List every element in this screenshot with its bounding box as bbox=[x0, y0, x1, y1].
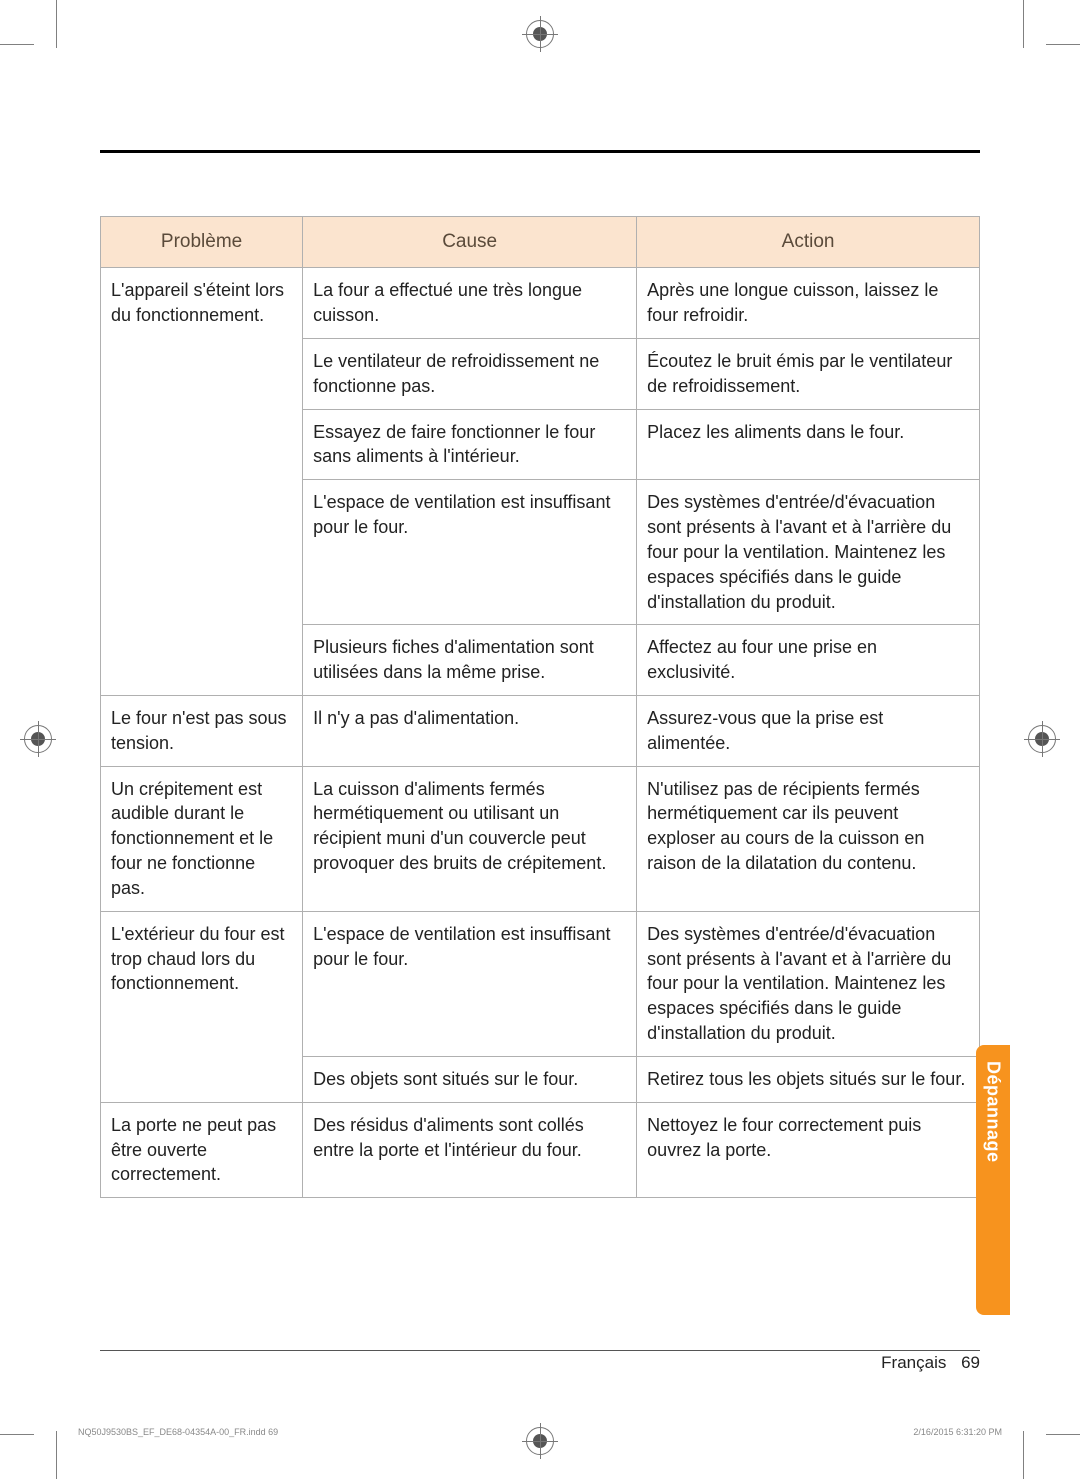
action-cell: Affectez au four une prise en exclusivit… bbox=[637, 625, 980, 696]
action-cell: Retirez tous les objets situés sur le fo… bbox=[637, 1056, 980, 1102]
crop-mark bbox=[56, 1431, 57, 1479]
table-header-problem: Problème bbox=[101, 217, 303, 268]
footer-language: Français bbox=[881, 1353, 946, 1372]
problem-cell: Le four n'est pas sous tension. bbox=[101, 695, 303, 766]
troubleshooting-table: Problème Cause Action L'appareil s'étein… bbox=[100, 216, 980, 1198]
table-header-action: Action bbox=[637, 217, 980, 268]
cause-cell: Des résidus d'aliments sont collés entre… bbox=[303, 1102, 637, 1197]
section-divider bbox=[100, 150, 980, 153]
cause-cell: La cuisson d'aliments fermés hermétiquem… bbox=[303, 766, 637, 911]
crop-mark bbox=[1023, 0, 1024, 48]
cause-cell: L'espace de ventilation est insuffisant … bbox=[303, 911, 637, 1056]
action-cell: Assurez-vous que la prise est alimentée. bbox=[637, 695, 980, 766]
crop-mark bbox=[0, 44, 34, 45]
crop-mark bbox=[1023, 1431, 1024, 1479]
section-tab: Dépannage bbox=[976, 1045, 1010, 1315]
problem-cell: Un crépitement est audible durant le fon… bbox=[101, 766, 303, 911]
cause-cell: Il n'y a pas d'alimentation. bbox=[303, 695, 637, 766]
table-header-cause: Cause bbox=[303, 217, 637, 268]
print-imprint-right: 2/16/2015 6:31:20 PM bbox=[913, 1427, 1002, 1437]
registration-mark-icon bbox=[526, 20, 554, 48]
troubleshooting-table-container: Problème Cause Action L'appareil s'étein… bbox=[100, 216, 980, 1198]
registration-mark-icon bbox=[526, 1427, 554, 1455]
footer-page-number: 69 bbox=[961, 1353, 980, 1372]
action-cell: Écoutez le bruit émis par le ventilateur… bbox=[637, 338, 980, 409]
cause-cell: Plusieurs fiches d'alimentation sont uti… bbox=[303, 625, 637, 696]
action-cell: N'utilisez pas de récipients fermés herm… bbox=[637, 766, 980, 911]
crop-mark bbox=[1046, 1434, 1080, 1435]
crop-mark bbox=[0, 1434, 34, 1435]
problem-cell: La porte ne peut pas être ouverte correc… bbox=[101, 1102, 303, 1197]
action-cell: Après une longue cuisson, laissez le fou… bbox=[637, 268, 980, 339]
cause-cell: Le ventilateur de refroidissement ne fon… bbox=[303, 338, 637, 409]
action-cell: Des systèmes d'entrée/d'évacuation sont … bbox=[637, 480, 980, 625]
section-tab-label: Dépannage bbox=[983, 1061, 1004, 1163]
registration-mark-icon bbox=[1028, 725, 1056, 753]
cause-cell: L'espace de ventilation est insuffisant … bbox=[303, 480, 637, 625]
crop-mark bbox=[56, 0, 57, 48]
footer-divider bbox=[100, 1350, 980, 1351]
crop-mark bbox=[1046, 44, 1080, 45]
print-imprint-left: NQ50J9530BS_EF_DE68-04354A-00_FR.indd 69 bbox=[78, 1427, 278, 1437]
action-cell: Placez les aliments dans le four. bbox=[637, 409, 980, 480]
action-cell: Des systèmes d'entrée/d'évacuation sont … bbox=[637, 911, 980, 1056]
cause-cell: La four a effectué une très longue cuiss… bbox=[303, 268, 637, 339]
cause-cell: Des objets sont situés sur le four. bbox=[303, 1056, 637, 1102]
cause-cell: Essayez de faire fonctionner le four san… bbox=[303, 409, 637, 480]
page-footer: Français 69 bbox=[881, 1353, 980, 1373]
registration-mark-icon bbox=[24, 725, 52, 753]
action-cell: Nettoyez le four correctement puis ouvre… bbox=[637, 1102, 980, 1197]
problem-cell: L'extérieur du four est trop chaud lors … bbox=[101, 911, 303, 1102]
problem-cell: L'appareil s'éteint lors du fonctionneme… bbox=[101, 268, 303, 696]
